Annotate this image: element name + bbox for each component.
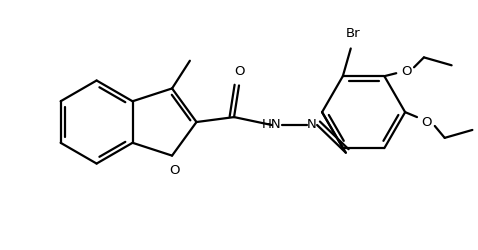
Text: O: O	[234, 64, 244, 78]
Text: O: O	[422, 116, 432, 128]
Text: N: N	[306, 118, 316, 132]
Text: Br: Br	[346, 26, 360, 40]
Text: O: O	[401, 65, 412, 78]
Text: HN: HN	[262, 118, 282, 132]
Text: O: O	[169, 164, 179, 176]
